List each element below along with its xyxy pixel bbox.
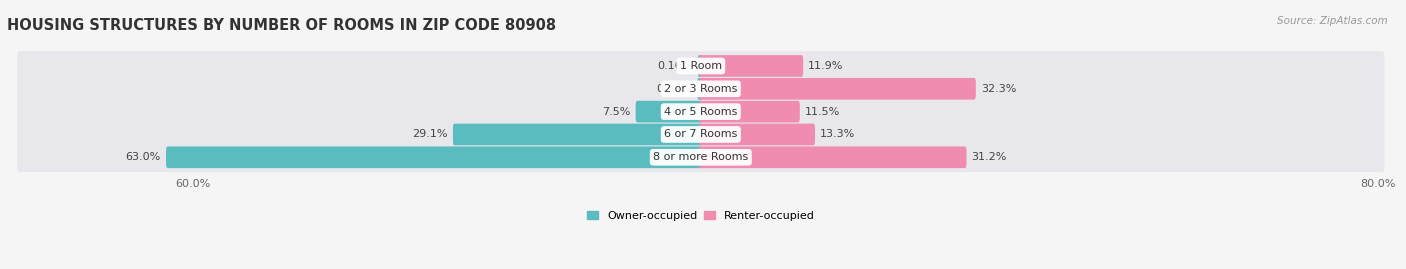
FancyBboxPatch shape bbox=[453, 124, 703, 145]
FancyBboxPatch shape bbox=[17, 97, 1385, 126]
Text: HOUSING STRUCTURES BY NUMBER OF ROOMS IN ZIP CODE 80908: HOUSING STRUCTURES BY NUMBER OF ROOMS IN… bbox=[7, 17, 555, 33]
FancyBboxPatch shape bbox=[699, 55, 803, 77]
Text: 31.2%: 31.2% bbox=[972, 152, 1007, 162]
Text: 63.0%: 63.0% bbox=[125, 152, 160, 162]
Text: 4 or 5 Rooms: 4 or 5 Rooms bbox=[664, 107, 738, 117]
FancyBboxPatch shape bbox=[166, 146, 703, 168]
FancyBboxPatch shape bbox=[697, 78, 703, 100]
Text: 7.5%: 7.5% bbox=[602, 107, 630, 117]
Text: 11.5%: 11.5% bbox=[804, 107, 841, 117]
Text: 0.22%: 0.22% bbox=[657, 84, 692, 94]
FancyBboxPatch shape bbox=[699, 124, 815, 145]
Text: Source: ZipAtlas.com: Source: ZipAtlas.com bbox=[1277, 16, 1388, 26]
Text: 6 or 7 Rooms: 6 or 7 Rooms bbox=[664, 129, 738, 139]
Text: 8 or more Rooms: 8 or more Rooms bbox=[654, 152, 748, 162]
Text: 1 Room: 1 Room bbox=[679, 61, 721, 71]
FancyBboxPatch shape bbox=[17, 143, 1385, 172]
Text: 11.9%: 11.9% bbox=[808, 61, 844, 71]
FancyBboxPatch shape bbox=[17, 51, 1385, 81]
Text: 32.3%: 32.3% bbox=[981, 84, 1017, 94]
FancyBboxPatch shape bbox=[699, 78, 976, 100]
FancyBboxPatch shape bbox=[17, 120, 1385, 149]
Text: 0.16%: 0.16% bbox=[658, 61, 693, 71]
Text: 2 or 3 Rooms: 2 or 3 Rooms bbox=[664, 84, 738, 94]
FancyBboxPatch shape bbox=[699, 146, 966, 168]
Text: 29.1%: 29.1% bbox=[412, 129, 447, 139]
Legend: Owner-occupied, Renter-occupied: Owner-occupied, Renter-occupied bbox=[582, 206, 820, 225]
FancyBboxPatch shape bbox=[699, 101, 800, 122]
FancyBboxPatch shape bbox=[17, 74, 1385, 104]
FancyBboxPatch shape bbox=[636, 101, 703, 122]
FancyBboxPatch shape bbox=[697, 55, 703, 77]
Text: 13.3%: 13.3% bbox=[820, 129, 855, 139]
